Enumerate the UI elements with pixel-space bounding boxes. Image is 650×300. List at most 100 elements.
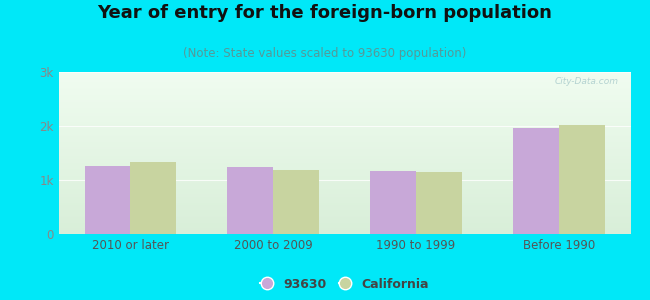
Bar (58, 226, 630, 227)
Bar (58, 109, 630, 110)
Bar (58, 124, 630, 125)
Bar (58, 166, 630, 167)
Bar (58, 97, 630, 98)
Bar (58, 178, 630, 179)
Bar (58, 141, 630, 142)
Bar (58, 104, 630, 105)
Bar (58, 205, 630, 206)
Bar (58, 170, 630, 171)
Bar (58, 80, 630, 81)
Bar (58, 154, 630, 155)
Bar (227, 167, 273, 234)
Bar (58, 233, 630, 234)
Bar (58, 155, 630, 156)
Bar (58, 159, 630, 160)
Bar (58, 102, 630, 103)
Bar (58, 169, 630, 170)
Bar (58, 131, 630, 132)
Bar (58, 164, 630, 165)
Bar (58, 207, 630, 208)
Bar (58, 216, 630, 217)
Bar (130, 162, 176, 234)
Bar (58, 137, 630, 138)
Bar (58, 135, 630, 136)
Bar (370, 171, 416, 234)
Bar (58, 99, 630, 100)
Bar (58, 100, 630, 101)
Bar (58, 72, 630, 73)
Bar (58, 95, 630, 96)
Bar (58, 132, 630, 133)
Bar (58, 227, 630, 228)
Bar (58, 160, 630, 161)
Bar (58, 167, 630, 168)
Bar (58, 186, 630, 187)
Bar (58, 83, 630, 84)
Bar (58, 202, 630, 203)
Bar (58, 94, 630, 95)
Bar (58, 201, 630, 202)
Bar (58, 197, 630, 198)
Bar (58, 156, 630, 157)
Bar (58, 78, 630, 79)
Legend: 93630, California: 93630, California (255, 273, 434, 296)
Bar (58, 172, 630, 173)
Bar (58, 136, 630, 137)
Bar (58, 147, 630, 148)
Bar (58, 146, 630, 147)
Bar (58, 91, 630, 92)
Bar (58, 92, 630, 93)
Bar (58, 218, 630, 219)
Bar (58, 220, 630, 221)
Bar (58, 230, 630, 231)
Bar (58, 224, 630, 225)
Bar (58, 171, 630, 172)
Bar (58, 188, 630, 189)
Bar (58, 98, 630, 99)
Bar (58, 232, 630, 233)
Bar (58, 120, 630, 121)
Bar (58, 105, 630, 106)
Bar (58, 177, 630, 178)
Bar (58, 82, 630, 83)
Bar (58, 128, 630, 129)
Bar (58, 202, 630, 203)
Bar (58, 101, 630, 102)
Bar (58, 140, 630, 141)
Bar (58, 206, 630, 207)
Bar (58, 150, 630, 151)
Bar (58, 86, 630, 87)
Bar (58, 213, 630, 214)
Bar (58, 108, 630, 109)
Bar (58, 190, 630, 191)
Bar (58, 85, 630, 86)
Bar (58, 144, 630, 145)
Bar (58, 152, 630, 153)
Bar (58, 181, 630, 182)
Bar (58, 106, 630, 107)
Bar (58, 142, 630, 143)
Bar (58, 114, 630, 115)
Bar (58, 118, 630, 119)
Bar (58, 176, 630, 177)
Bar (513, 128, 559, 234)
Bar (58, 196, 630, 197)
Bar (58, 112, 630, 113)
Bar (58, 93, 630, 94)
Bar (58, 145, 630, 146)
Bar (58, 153, 630, 154)
Bar (58, 107, 630, 108)
Bar (58, 130, 630, 131)
Bar (58, 129, 630, 130)
Bar (58, 191, 630, 192)
Bar (58, 192, 630, 193)
Bar (58, 119, 630, 120)
Bar (58, 179, 630, 180)
Bar (58, 173, 630, 174)
Bar (58, 200, 630, 201)
Bar (58, 212, 630, 213)
Bar (58, 223, 630, 224)
Bar (58, 103, 630, 104)
Bar (58, 143, 630, 144)
Bar (58, 182, 630, 183)
